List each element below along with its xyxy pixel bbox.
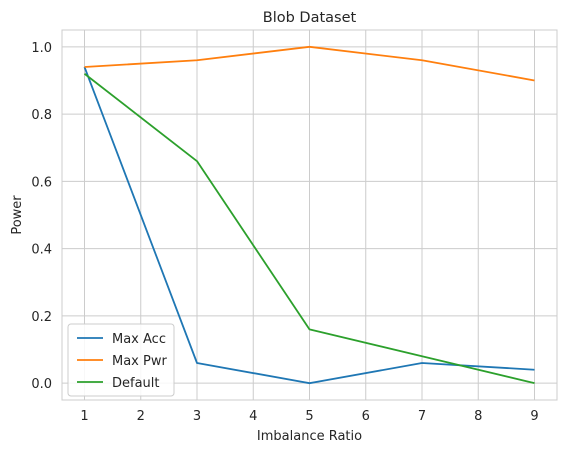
series-line-default — [83, 73, 535, 385]
y-tick-label: 0.6 — [31, 175, 52, 190]
legend-box — [67, 323, 175, 397]
y-tick-label: 0.2 — [31, 310, 52, 325]
legend: Max Acc Max Pwr Default — [67, 323, 175, 397]
plot-border — [61, 29, 558, 401]
legend-label: Max Pwr — [112, 354, 167, 369]
x-axis-label: Imbalance Ratio — [257, 429, 362, 444]
legend-label: Max Acc — [112, 332, 166, 347]
x-axis-ticks: 1 2 3 4 5 6 7 8 9 — [80, 409, 538, 424]
x-tick-label: 4 — [249, 409, 257, 424]
grid — [62, 30, 557, 400]
x-tick-label: 9 — [530, 409, 538, 424]
plot-frame — [61, 29, 558, 401]
x-tick-label: 3 — [193, 409, 201, 424]
y-tick-label: 0.4 — [31, 243, 52, 258]
series-line-max-pwr — [84, 45, 535, 82]
y-tick-label: 1.0 — [31, 41, 52, 56]
legend-label: Default — [112, 376, 160, 391]
series-group — [83, 45, 535, 385]
y-axis-label: Power — [10, 195, 25, 235]
x-tick-label: 2 — [137, 409, 145, 424]
chart-title: Blob Dataset — [263, 10, 357, 26]
y-axis-ticks: 0.0 0.2 0.4 0.6 0.8 1.0 — [31, 41, 52, 392]
x-tick-label: 1 — [80, 409, 88, 424]
x-tick-label: 6 — [362, 409, 370, 424]
x-tick-label: 5 — [305, 409, 313, 424]
x-tick-label: 7 — [418, 409, 426, 424]
y-tick-label: 0.0 — [31, 377, 52, 392]
x-tick-label: 8 — [474, 409, 482, 424]
y-tick-label: 0.8 — [31, 108, 52, 123]
